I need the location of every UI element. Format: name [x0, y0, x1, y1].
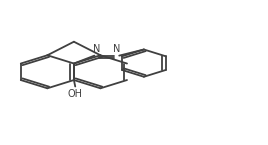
Text: N: N — [113, 45, 120, 55]
Text: OH: OH — [68, 89, 83, 99]
Text: N: N — [93, 45, 100, 55]
